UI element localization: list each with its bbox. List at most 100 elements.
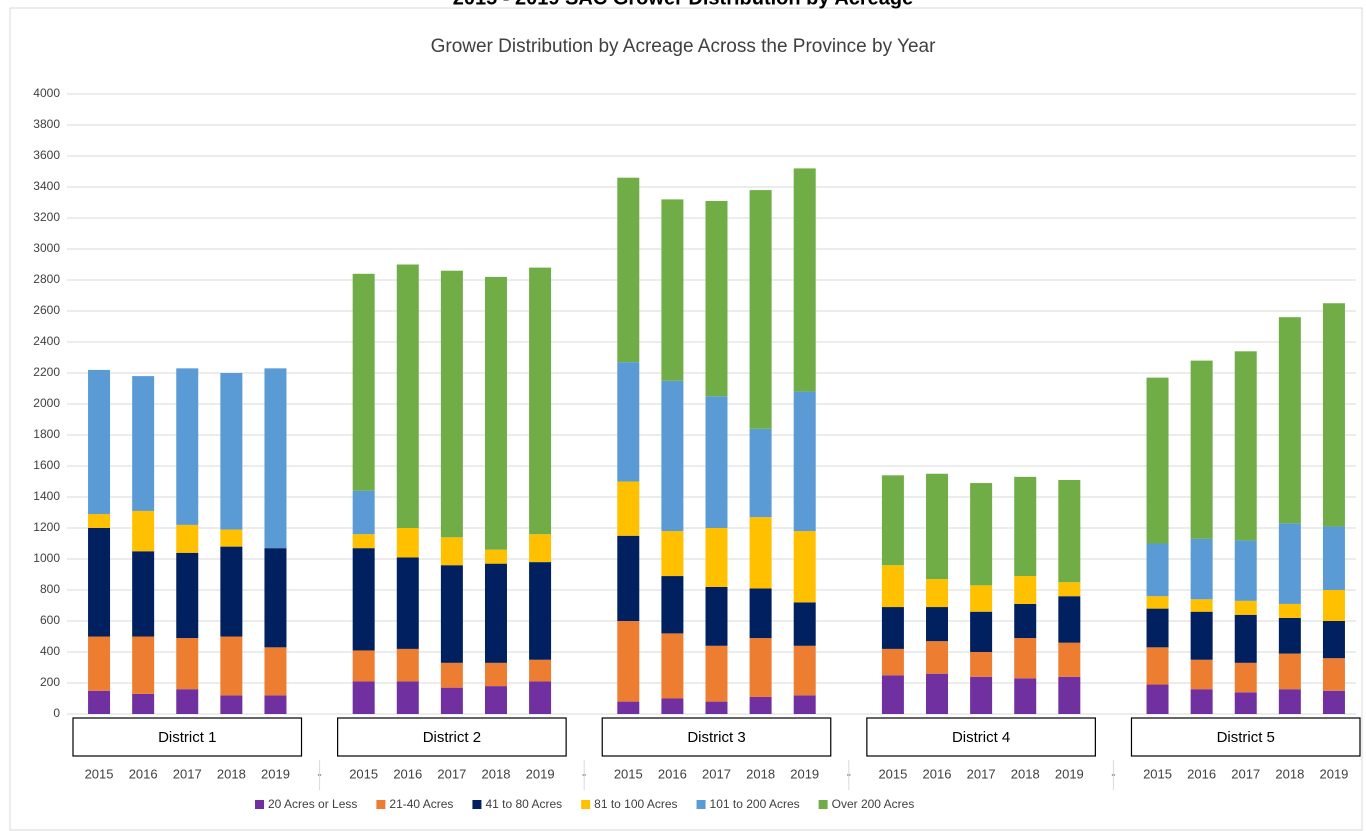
bar-segment [970, 585, 993, 612]
bar-segment [352, 681, 375, 714]
bar-segment [1278, 523, 1301, 604]
bar-segment [1234, 351, 1257, 541]
page-title: 2015 - 2019 SAC Grower Distribution by A… [453, 0, 914, 9]
bar-segment [1014, 638, 1037, 679]
bar-segment [881, 565, 904, 608]
bar-segment [440, 270, 463, 538]
bar-segment [926, 673, 949, 714]
bar-segment [1190, 599, 1213, 612]
bar-segment [1322, 690, 1345, 714]
legend-label: 81 to 100 Acres [594, 797, 677, 811]
bar-segment [617, 535, 640, 621]
bar-segment [793, 168, 816, 392]
y-tick-label: 4000 [33, 86, 60, 100]
bar-segment [705, 586, 728, 646]
bar-segment [529, 534, 552, 563]
x-tick-label: 2016 [1187, 766, 1216, 781]
bar-segment [1058, 596, 1081, 643]
bar-segment [264, 368, 287, 549]
legend-label: 101 to 200 Acres [710, 797, 800, 811]
bar-segment [926, 607, 949, 642]
bar-segment [1190, 611, 1213, 660]
bar-segment [396, 557, 419, 649]
x-tick-label: 2018 [746, 766, 775, 781]
bar-segment [529, 681, 552, 714]
y-tick-label: 1000 [33, 551, 60, 565]
bar-segment [529, 267, 552, 535]
bar-segment [132, 510, 155, 552]
bar-segment [926, 641, 949, 674]
bar-segment [396, 681, 419, 714]
x-tick-label: 2019 [790, 766, 819, 781]
bar-segment [970, 483, 993, 586]
x-tick-label: 2017 [702, 766, 731, 781]
bar-segment [352, 548, 375, 651]
bar-segment [440, 662, 463, 688]
bar-segment [705, 701, 728, 714]
x-tick-label: 2018 [217, 766, 246, 781]
bar-segment [220, 695, 243, 714]
bar-segment [705, 528, 728, 587]
bar-segment [88, 636, 111, 691]
bar-segment [970, 611, 993, 652]
bar-segment [1058, 582, 1081, 597]
x-tick-label: 2015 [614, 766, 643, 781]
y-tick-label: 2200 [33, 365, 60, 379]
bar-segment [749, 428, 772, 518]
bar-segment [132, 376, 155, 511]
bar-segment [926, 473, 949, 580]
bar-segment [749, 517, 772, 589]
bar-segment [440, 537, 463, 566]
legend-swatch [472, 800, 482, 809]
bar-segment [749, 696, 772, 714]
bar-segment [396, 528, 419, 558]
bar-segment [1278, 317, 1301, 524]
bar-segment [793, 602, 816, 646]
bar-segment [1014, 476, 1037, 577]
bar-segment [220, 529, 243, 547]
y-tick-label: 0 [53, 706, 60, 720]
bar-segment [1234, 540, 1257, 601]
bar-segment [1234, 600, 1257, 615]
y-tick-label: 1600 [33, 458, 60, 472]
bar-segment [1146, 647, 1169, 685]
group-box [866, 717, 1096, 757]
group-label: District 3 [687, 729, 745, 746]
bar-segment [1322, 658, 1345, 691]
chart-title: Grower Distribution by Acreage Across th… [431, 36, 936, 57]
x-tick-label: 2015 [349, 766, 378, 781]
y-tick-label: 600 [40, 613, 60, 627]
bar-segment [88, 514, 111, 528]
y-tick-label: 1800 [33, 427, 60, 441]
bar-segment [1190, 689, 1213, 714]
bar-segment [1058, 676, 1081, 714]
y-tick-label: 400 [40, 644, 60, 658]
bar-segment [617, 177, 640, 363]
bar-segment [352, 650, 375, 682]
x-tick-label: 2016 [923, 766, 952, 781]
legend-swatch [581, 800, 591, 809]
bar-segment [749, 588, 772, 639]
bar-segment [176, 524, 199, 553]
bar-segment [970, 652, 993, 677]
bar-segment [396, 648, 419, 682]
bar-segment [352, 534, 375, 549]
bar-segment [352, 490, 375, 535]
x-tick-label: 2018 [1011, 766, 1040, 781]
group-box [72, 717, 303, 757]
bar-segment [1146, 596, 1169, 609]
bar-segment [661, 380, 684, 532]
bar-segment [1278, 617, 1301, 654]
x-tick-label: 2019 [526, 766, 555, 781]
bar-segment [1190, 538, 1213, 600]
bar-segment [1234, 692, 1257, 714]
bar-segment [749, 190, 772, 429]
bar-segment [88, 528, 111, 637]
y-tick-label: 2000 [33, 396, 60, 410]
x-tick-label: 2015 [878, 766, 907, 781]
bar-segment [793, 695, 816, 714]
x-tick-label: 2015 [1143, 766, 1172, 781]
y-tick-label: 1400 [33, 489, 60, 503]
bar-segment [661, 633, 684, 699]
group-box [1130, 717, 1361, 757]
